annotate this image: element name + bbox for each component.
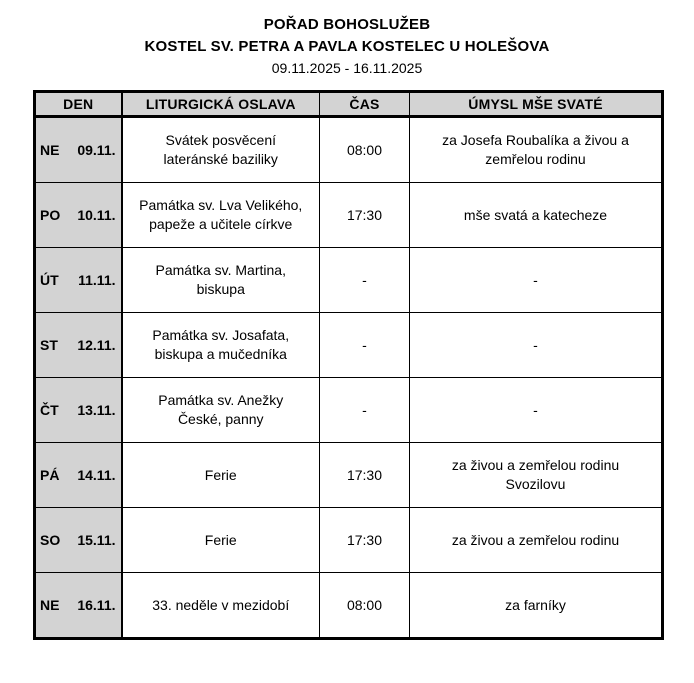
day-cell: NE 16.11. [34,572,123,639]
intention-cell: mše svatá a katecheze [409,182,663,248]
intention-cell: - [409,312,663,378]
day-cell: ST 12.11. [34,312,123,378]
table-row: NE 09.11. Svátek posvěcení lateránské ba… [34,116,663,183]
celebration-cell: Památka sv. Lva Velikého, papeže a učite… [121,182,320,248]
time-cell: 17:30 [319,442,410,508]
table-row: ČT 13.11. Památka sv. Anežky České, pann… [34,377,663,443]
celebration-cell: Ferie [121,442,320,508]
church-name: KOSTEL SV. PETRA A PAVLA KOSTELEC U HOLE… [144,38,550,55]
document-title: POŘAD BOHOSLUŽEB [263,16,431,33]
intention-cell: za farníky [409,572,663,639]
day-abbrev: NE [40,596,60,613]
day-cell: PÁ 14.11. [34,442,123,508]
table-row: NE 16.11. 33. neděle v mezidobí 08:00 za… [34,572,663,639]
schedule-table: DEN LITURGICKÁ OSLAVA ČAS ÚMYSL MŠE SVAT… [33,90,664,640]
time-cell: - [319,312,410,378]
day-abbrev: ČT [40,401,59,418]
intention-cell: za živou a zemřelou rodinu [409,507,663,573]
celebration-cell: Památka sv. Martina, biskupa [121,247,320,313]
time-cell: - [319,247,410,313]
intention-cell: - [409,377,663,443]
intention-cell: za živou a zemřelou rodinu Svozilovu [409,442,663,508]
day-abbrev: ST [40,336,58,353]
day-cell: PO 10.11. [34,182,123,248]
celebration-cell: Památka sv. Josafata, biskupa a mučedník… [121,312,320,378]
column-header-liturgicka-oslava: LITURGICKÁ OSLAVA [121,91,320,118]
time-cell: 17:30 [319,182,410,248]
day-date: 15.11. [77,531,116,548]
day-cell: SO 15.11. [34,507,123,573]
day-date: 11.11. [78,271,116,288]
day-cell: NE 09.11. [34,116,123,183]
time-cell: 08:00 [319,116,410,183]
day-cell: ÚT 11.11. [34,247,123,313]
column-header-den: DEN [34,91,123,118]
table-row: SO 15.11. Ferie 17:30 za živou a zemřelo… [34,507,663,573]
day-date: 13.11. [77,401,116,418]
column-header-umysl-mse-svate: ÚMYSL MŠE SVATÉ [409,91,663,118]
day-abbrev: PÁ [40,466,60,483]
day-date: 12.11. [77,336,116,353]
table-row: PÁ 14.11. Ferie 17:30 za živou a zemřelo… [34,442,663,508]
celebration-cell: Ferie [121,507,320,573]
celebration-cell: Památka sv. Anežky České, panny [121,377,320,443]
day-date: 09.11. [77,141,116,158]
column-header-cas: ČAS [319,91,410,118]
table-row: ST 12.11. Památka sv. Josafata, biskupa … [34,312,663,378]
day-cell: ČT 13.11. [34,377,123,443]
time-cell: 17:30 [319,507,410,573]
time-cell: 08:00 [319,572,410,639]
intention-cell: - [409,247,663,313]
table-row: ÚT 11.11. Památka sv. Martina, biskupa -… [34,247,663,313]
day-abbrev: NE [40,141,60,158]
celebration-cell: Svátek posvěcení lateránské baziliky [121,116,320,183]
day-abbrev: ÚT [40,271,59,288]
day-date: 14.11. [77,466,116,483]
celebration-cell: 33. neděle v mezidobí [121,572,320,639]
day-date: 10.11. [77,206,116,223]
day-date: 16.11. [77,596,116,613]
table-row: PO 10.11. Památka sv. Lva Velikého, pape… [34,182,663,248]
date-range: 09.11.2025 - 16.11.2025 [271,60,423,76]
day-abbrev: PO [40,206,61,223]
intention-cell: za Josefa Roubalíka a živou a zemřelou r… [409,116,663,183]
table-header-row: DEN LITURGICKÁ OSLAVA ČAS ÚMYSL MŠE SVAT… [34,91,663,118]
day-abbrev: SO [40,531,61,548]
time-cell: - [319,377,410,443]
document-header: POŘAD BOHOSLUŽEB KOSTEL SV. PETRA A PAVL… [0,0,694,79]
